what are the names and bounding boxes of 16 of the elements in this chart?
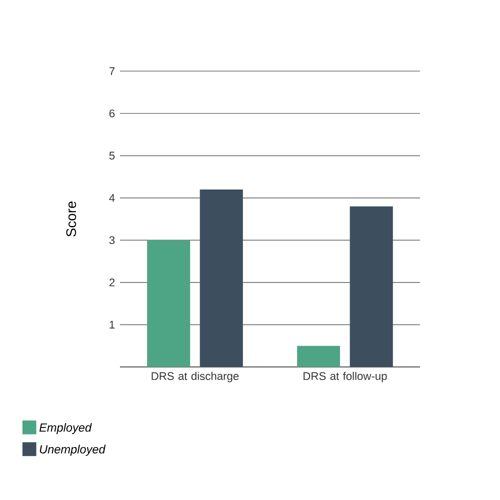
bar [297, 346, 340, 367]
x-tick-label: DRS at follow-up [304, 372, 387, 382]
y-tick-label: 3 [109, 236, 115, 244]
legend-label: Unemployed [40, 444, 106, 456]
y-tick-label: 7 [109, 67, 115, 75]
y-tick-label: 4 [109, 194, 115, 202]
bar [200, 189, 243, 367]
bar [147, 240, 190, 367]
x-tick-label: DRS at discharge [152, 372, 239, 382]
bar [350, 206, 393, 367]
y-axis-title: Score [66, 202, 76, 237]
y-tick-label: 1 [110, 320, 115, 329]
y-tick-label: 5 [109, 152, 115, 160]
y-tick-label: 2 [109, 278, 115, 286]
legend-label: Employed [39, 423, 92, 434]
y-tick-label: 6 [109, 109, 115, 118]
